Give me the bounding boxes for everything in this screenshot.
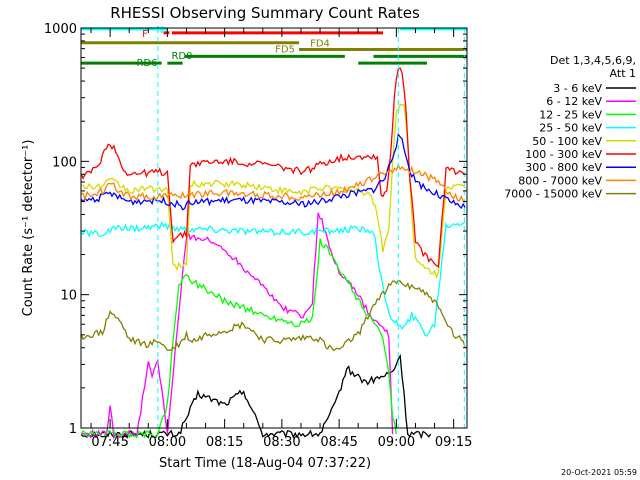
x-tick-label: 09:00 — [378, 435, 415, 450]
series-line-6-12-kev — [80, 212, 394, 440]
series-line-800-7000-kev — [80, 163, 466, 203]
legend-label-100-300-kev: 100 - 300 keV — [525, 148, 602, 161]
series-line-300-800-kev — [80, 132, 466, 211]
legend-label-800-7000-kev: 800 - 7000 keV — [518, 174, 602, 187]
y-tick-label: 10 — [60, 289, 77, 304]
series-line-7000-15000-kev — [80, 279, 466, 352]
flag-label-f: F — [142, 29, 148, 40]
legend-label-3-6-kev: 3 - 6 keV — [553, 82, 602, 95]
x-axis-label: Start Time (18-Aug-04 07:37:22) — [159, 456, 371, 471]
y-axis-label: Count Rate (s⁻¹ detector⁻¹) — [21, 140, 36, 317]
flag-label-n: N — [156, 25, 163, 36]
x-tick-label: 09:15 — [435, 435, 472, 450]
series-line-12-25-kev — [80, 238, 398, 439]
night-lines — [157, 28, 465, 428]
flag-label-fd5: FD5 — [275, 45, 295, 56]
flag-label-rd0: RD0 — [171, 51, 192, 62]
flag-label-rd6: RD6 — [136, 58, 157, 69]
series-line-100-300-kev — [80, 67, 466, 268]
axis-ticks: 1 10 100 1000 07:45 08:00 08:15 08:30 08:45 09:00… — [44, 22, 472, 450]
legend-label-12-25-kev: 12 - 25 keV — [539, 108, 602, 121]
y-tick-label: 1 — [69, 422, 77, 437]
chart-title: RHESSI Observing Summary Count Rates — [110, 4, 420, 22]
legend-header: Det 1,3,4,5,6,9, — [550, 54, 636, 67]
legend-label-300-800-kev: 300 - 800 keV — [525, 161, 602, 174]
y-tick-label: 100 — [52, 155, 77, 170]
footer-date: 20-Oct-2021 05:59 — [561, 468, 637, 477]
x-tick-label: 08:45 — [320, 435, 357, 450]
x-tick-label: 08:15 — [206, 435, 243, 450]
plot-frame — [80, 27, 468, 429]
legend-label-25-50-kev: 25 - 50 keV — [539, 122, 602, 135]
x-tick-label: 08:30 — [263, 435, 300, 450]
flag-label-fd4: FD4 — [310, 38, 330, 49]
series-line-50-100-kev — [81, 103, 466, 280]
x-tick-label: 08:00 — [149, 435, 186, 450]
legend-label-7000-15000-kev: 7000 - 15000 keV — [504, 188, 602, 201]
legend-label-50-100-kev: 50 - 100 keV — [532, 135, 602, 148]
x-tick-label: 07:45 — [91, 435, 128, 450]
series-lines — [80, 67, 466, 440]
legend-label-6-12-kev: 6 - 12 keV — [546, 95, 602, 108]
y-tick-label: 1000 — [44, 22, 77, 37]
flag-bars: NF FD4 FD5 RD0 RD6 — [81, 25, 467, 69]
legend-header: Att 1 — [610, 67, 636, 80]
series-line-3-6-kev — [80, 353, 432, 440]
series-line-25-50-kev — [80, 220, 466, 337]
